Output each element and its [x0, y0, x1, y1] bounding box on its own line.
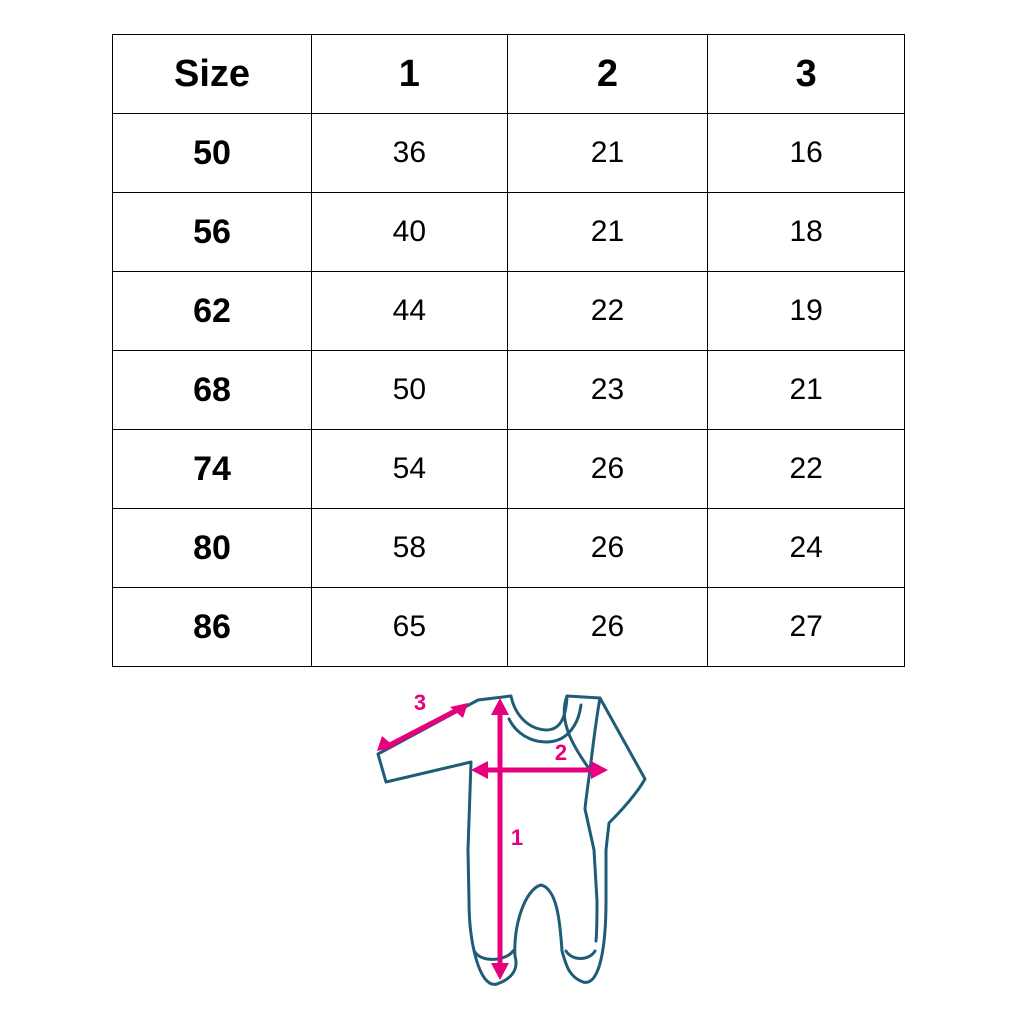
svg-text:1: 1: [511, 825, 523, 850]
svg-text:2: 2: [555, 740, 567, 765]
svg-text:3: 3: [414, 690, 426, 715]
